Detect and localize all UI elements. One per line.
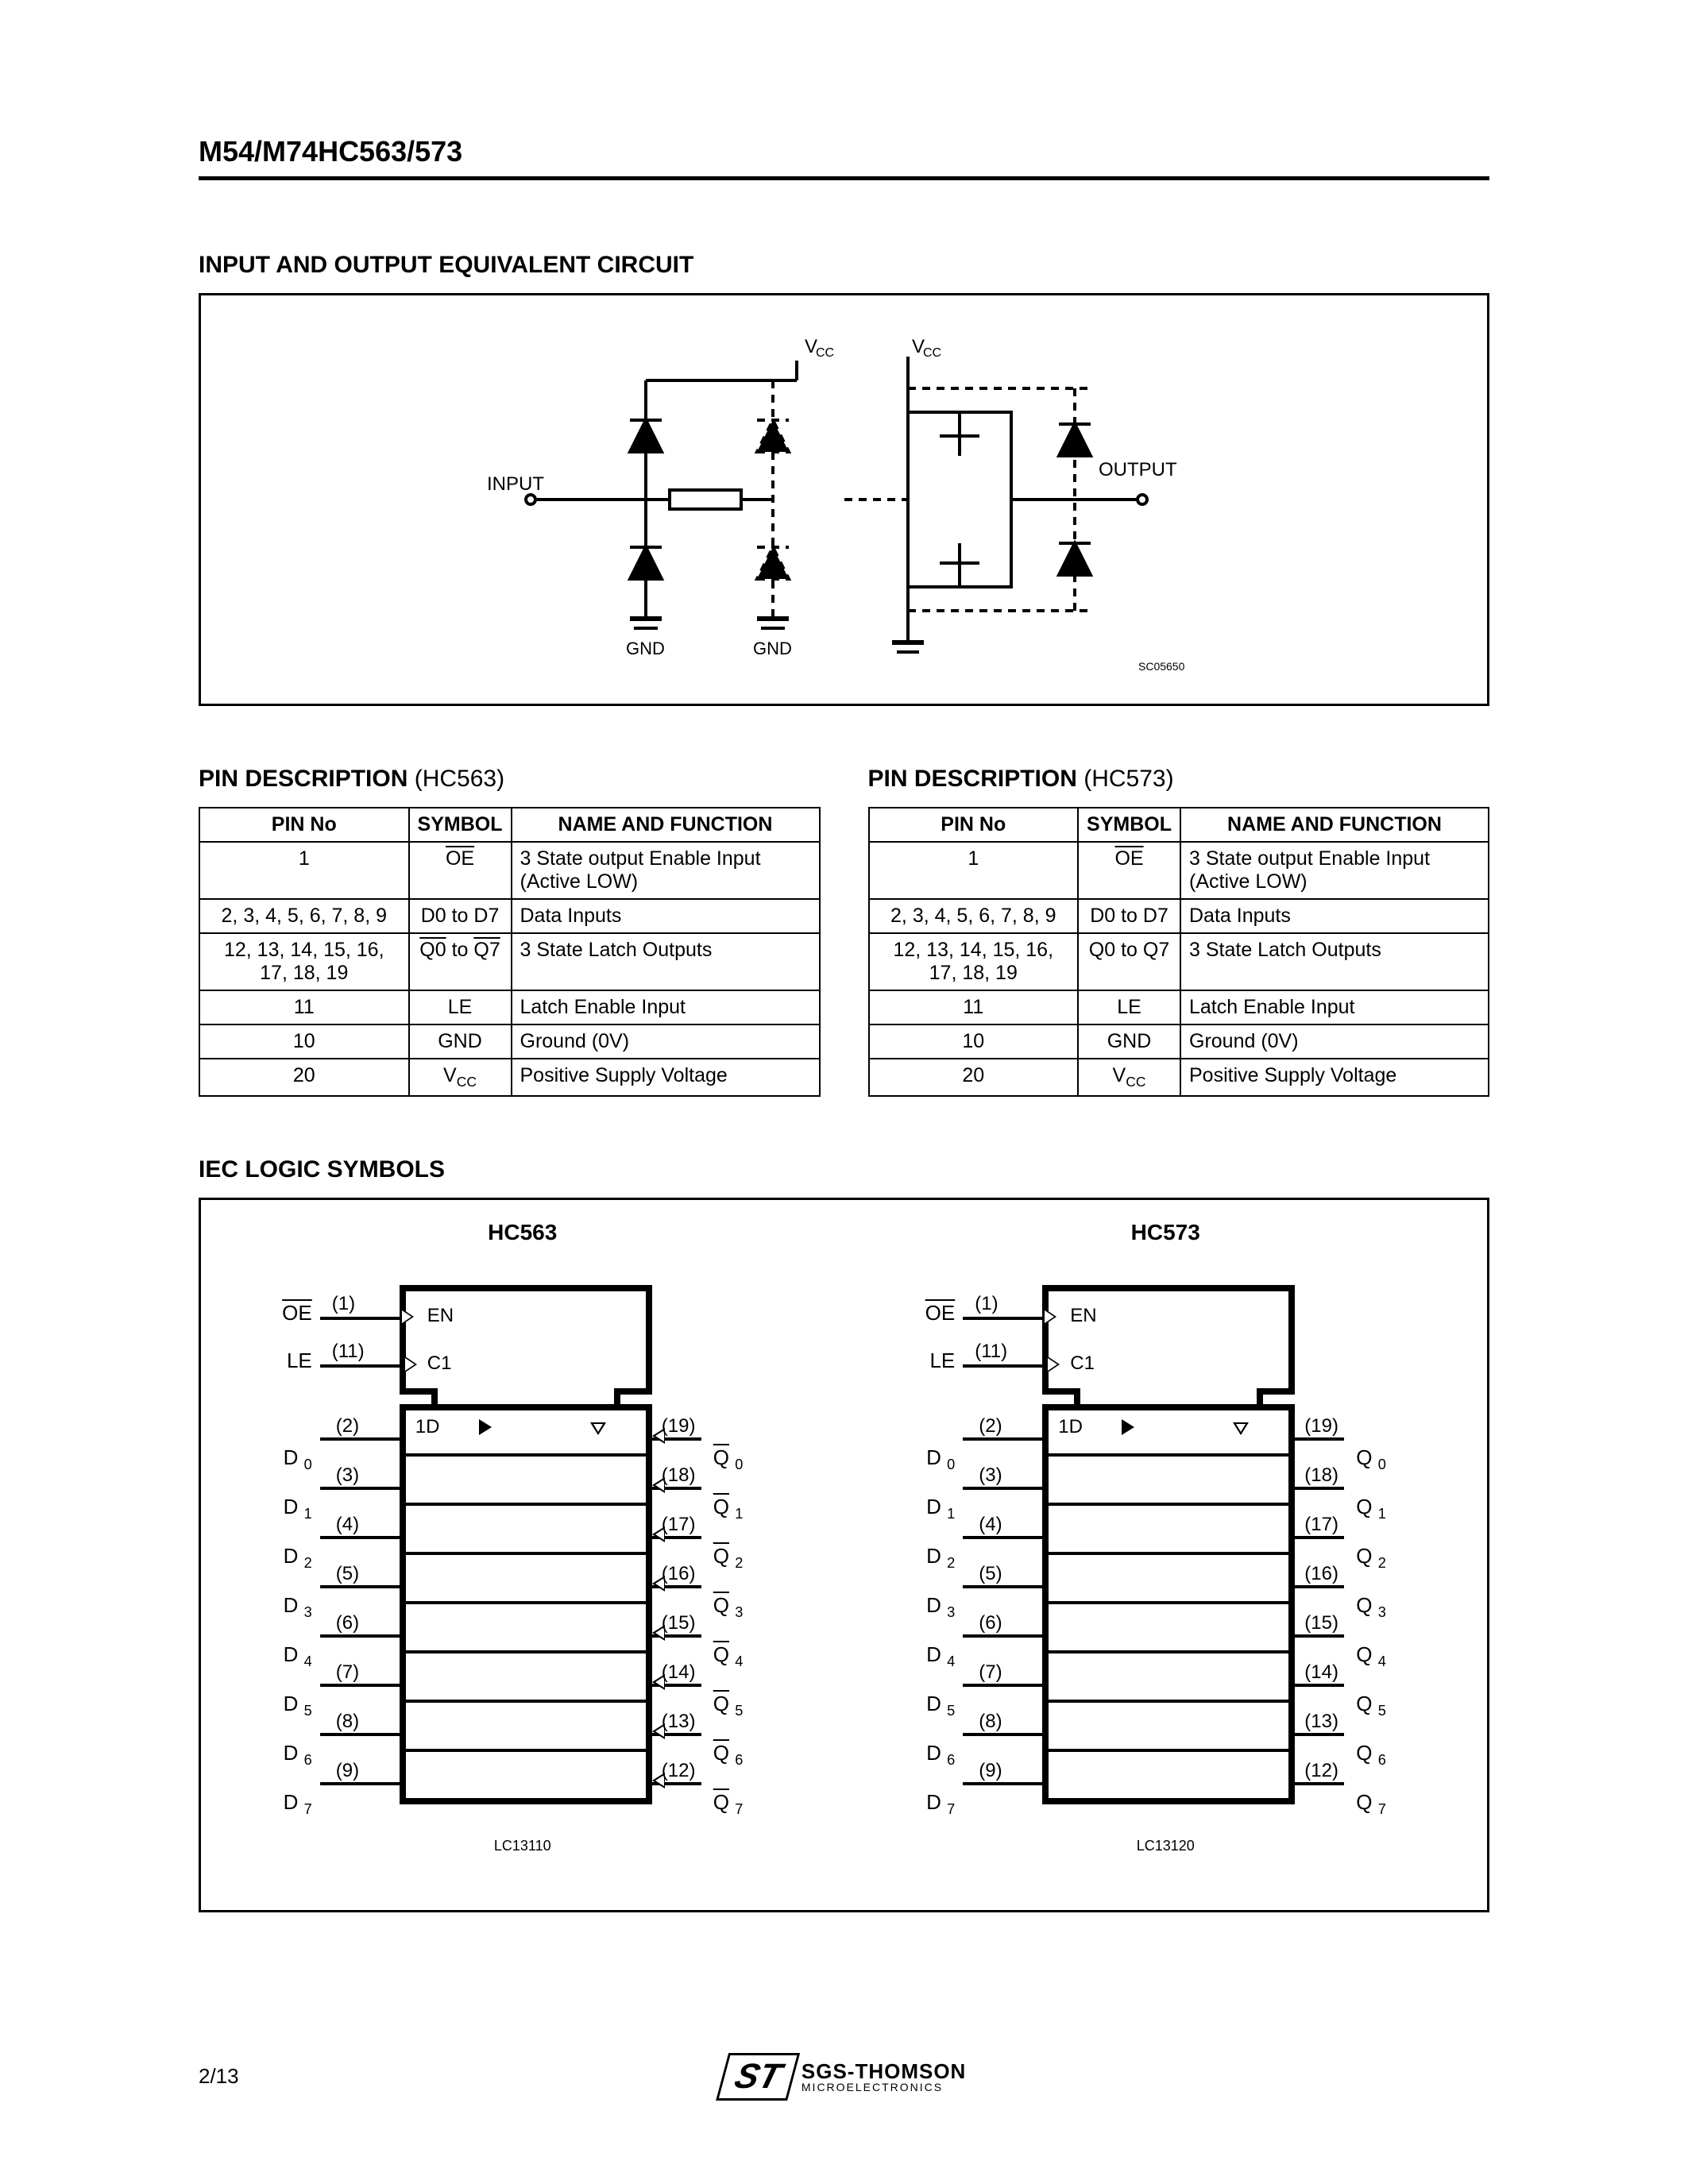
table-row: 11LELatch Enable Input xyxy=(199,990,820,1024)
svg-text:GND: GND xyxy=(753,639,792,658)
page-title: M54/M74HC563/573 xyxy=(199,135,1489,180)
table-row: 20VCCPositive Supply Voltage xyxy=(199,1059,820,1096)
pin-right-title: PIN DESCRIPTION (HC573) xyxy=(868,766,1490,793)
table-row: 1OE3 State output Enable Input (Active L… xyxy=(199,842,820,899)
pin-descriptions: PIN DESCRIPTION (HC563) PIN No SYMBOL NA… xyxy=(199,766,1489,1097)
pin-left-title: PIN DESCRIPTION (HC563) xyxy=(199,766,821,793)
logic-left-code: LC13110 xyxy=(201,1838,844,1854)
logic-right-code: LC13120 xyxy=(844,1838,1488,1854)
svg-text:CC: CC xyxy=(816,346,834,360)
svg-text:INPUT: INPUT xyxy=(487,473,544,495)
table-row: 20VCCPositive Supply Voltage xyxy=(869,1059,1489,1096)
pin-table-right: PIN No SYMBOL NAME AND FUNCTION 1OE3 Sta… xyxy=(868,807,1490,1097)
svg-text:CC: CC xyxy=(923,346,941,360)
pin-table-left: PIN No SYMBOL NAME AND FUNCTION 1OE3 Sta… xyxy=(199,807,821,1097)
logic-title: IEC LOGIC SYMBOLS xyxy=(199,1156,1489,1183)
circuit-diagram: V CC V CC INPUT OUTPUT GND GND SC05650 xyxy=(199,293,1489,706)
logic-right-title: HC573 xyxy=(844,1220,1488,1245)
svg-text:OUTPUT: OUTPUT xyxy=(1099,459,1177,480)
table-row: 1OE3 State output Enable Input (Active L… xyxy=(869,842,1489,899)
table-row: 10GNDGround (0V) xyxy=(199,1024,820,1059)
table-row: 2, 3, 4, 5, 6, 7, 8, 9D0 to D7Data Input… xyxy=(869,899,1489,933)
st-logo-icon: ST xyxy=(716,2053,800,2101)
logic-symbols-box: HC563 OE(1)ENLE(11)C11DD 0(2)(19)Q 0D 1(… xyxy=(199,1198,1489,1912)
logic-diagram-right: OE(1)ENLE(11)C11DD 0(2)(19)Q 0D 1(3)(18)… xyxy=(907,1261,1423,1833)
table-row: 10GNDGround (0V) xyxy=(869,1024,1489,1059)
page-footer: 2/13 ST SGS-THOMSON MICROELECTRONICS xyxy=(199,2064,1489,2089)
page-number: 2/13 xyxy=(199,2064,239,2089)
svg-text:GND: GND xyxy=(626,639,665,658)
svg-text:SC05650: SC05650 xyxy=(1138,660,1185,673)
table-row: 2, 3, 4, 5, 6, 7, 8, 9D0 to D7Data Input… xyxy=(199,899,820,933)
logic-left-title: HC563 xyxy=(201,1220,844,1245)
table-row: 12, 13, 14, 15, 16, 17, 18, 19Q0 to Q73 … xyxy=(199,933,820,990)
footer-logo: ST SGS-THOMSON MICROELECTRONICS xyxy=(722,2053,967,2101)
table-row: 12, 13, 14, 15, 16, 17, 18, 19Q0 to Q73 … xyxy=(869,933,1489,990)
section-circuit-title: INPUT AND OUTPUT EQUIVALENT CIRCUIT xyxy=(199,252,1489,279)
logic-diagram-left: OE(1)ENLE(11)C11DD 0(2)(19)Q 0D 1(3)(18)… xyxy=(265,1261,781,1833)
table-row: 11LELatch Enable Input xyxy=(869,990,1489,1024)
